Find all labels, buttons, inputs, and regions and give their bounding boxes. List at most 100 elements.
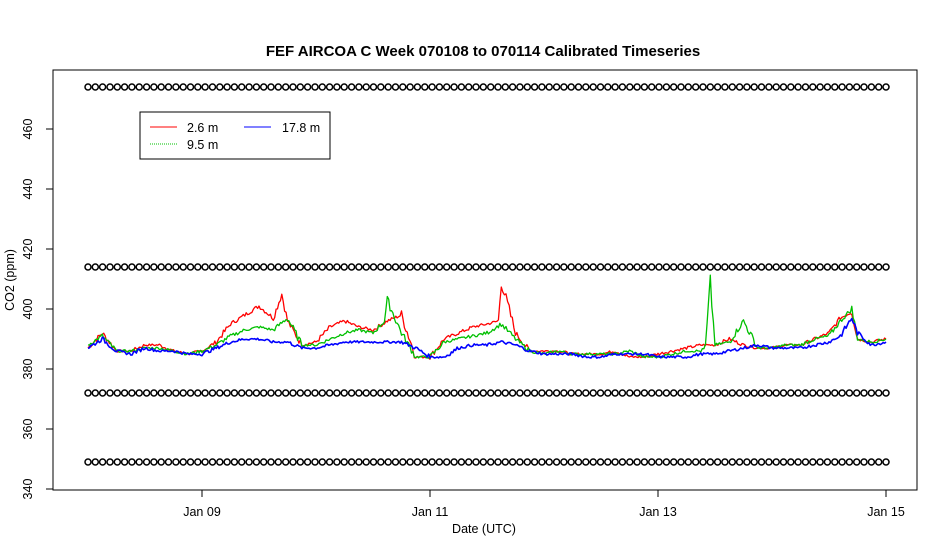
reference-circle-marker bbox=[801, 458, 810, 466]
reference-circle-marker bbox=[757, 458, 766, 466]
reference-circle-marker bbox=[794, 83, 802, 91]
reference-circle-marker bbox=[582, 389, 590, 397]
reference-circle-marker bbox=[647, 389, 656, 397]
reference-circle-marker bbox=[787, 263, 795, 271]
reference-circle-marker bbox=[450, 458, 458, 466]
reference-circle-marker bbox=[757, 83, 766, 91]
reference-circle-marker bbox=[589, 389, 597, 397]
reference-circle-marker bbox=[699, 389, 707, 397]
reference-circle-marker bbox=[882, 263, 890, 271]
reference-circle-marker bbox=[750, 389, 758, 397]
reference-circle-marker bbox=[750, 263, 758, 271]
reference-circle-marker bbox=[113, 83, 122, 91]
reference-circle-marker bbox=[259, 389, 268, 397]
reference-circle-marker bbox=[860, 83, 868, 91]
reference-circle-marker bbox=[831, 458, 839, 466]
reference-circle-marker bbox=[164, 389, 173, 397]
reference-circle-marker bbox=[267, 83, 275, 91]
reference-circle-marker bbox=[545, 83, 553, 91]
reference-circle-marker bbox=[384, 458, 392, 466]
reference-circle-marker bbox=[750, 458, 758, 466]
reference-circle-marker bbox=[852, 389, 861, 397]
reference-circle-marker bbox=[618, 458, 627, 466]
reference-circle-marker bbox=[340, 458, 348, 466]
reference-circle-marker bbox=[113, 389, 122, 397]
reference-circle-marker bbox=[318, 83, 327, 91]
reference-circle-marker bbox=[252, 263, 261, 271]
reference-circle-marker bbox=[325, 263, 334, 271]
reference-circle-marker bbox=[779, 263, 788, 271]
reference-circle-marker bbox=[201, 389, 209, 397]
reference-circle-marker bbox=[743, 83, 751, 91]
reference-circle-marker bbox=[252, 389, 261, 397]
reference-circle-marker bbox=[589, 458, 597, 466]
reference-circle-marker bbox=[223, 458, 231, 466]
reference-circle-marker bbox=[245, 458, 253, 466]
reference-circle-marker bbox=[296, 458, 305, 466]
reference-circle-marker bbox=[245, 83, 253, 91]
reference-circle-marker bbox=[157, 263, 165, 271]
reference-circle-marker bbox=[552, 83, 561, 91]
reference-circle-marker bbox=[611, 263, 619, 271]
reference-circle-marker bbox=[128, 389, 136, 397]
reference-circle-marker bbox=[84, 83, 92, 91]
reference-circle-marker bbox=[164, 263, 173, 271]
legend-label-2.6m: 2.6 m bbox=[187, 121, 218, 135]
reference-circle-marker bbox=[743, 389, 751, 397]
reference-circle-marker bbox=[596, 458, 605, 466]
reference-circle-marker bbox=[757, 389, 766, 397]
reference-circle-marker bbox=[208, 263, 217, 271]
reference-circle-marker bbox=[442, 389, 451, 397]
reference-circle-marker bbox=[816, 389, 824, 397]
reference-circle-marker bbox=[882, 389, 890, 397]
reference-circle-marker bbox=[604, 458, 612, 466]
reference-circle-marker bbox=[662, 263, 671, 271]
reference-circle-marker bbox=[442, 263, 451, 271]
reference-circle-marker bbox=[435, 263, 444, 271]
reference-circle-marker bbox=[501, 389, 510, 397]
reference-circle-marker bbox=[274, 389, 283, 397]
reference-circle-marker bbox=[582, 458, 590, 466]
reference-circle-row bbox=[84, 83, 890, 91]
reference-circle-marker bbox=[179, 83, 187, 91]
reference-circle-marker bbox=[303, 263, 312, 271]
reference-circle-marker bbox=[523, 389, 532, 397]
reference-circle-marker bbox=[516, 83, 524, 91]
reference-circle-marker bbox=[150, 83, 158, 91]
reference-circle-marker bbox=[618, 389, 627, 397]
reference-circle-marker bbox=[845, 263, 854, 271]
reference-circle-marker bbox=[728, 389, 737, 397]
reference-circle-marker bbox=[362, 389, 370, 397]
reference-circle-marker bbox=[428, 83, 436, 91]
reference-circle-marker bbox=[677, 389, 685, 397]
reference-circle-marker bbox=[545, 389, 553, 397]
reference-circle-marker bbox=[765, 83, 773, 91]
reference-circle-marker bbox=[355, 458, 363, 466]
reference-circle-marker bbox=[618, 83, 627, 91]
reference-circle-marker bbox=[399, 83, 407, 91]
reference-circle-marker bbox=[333, 263, 341, 271]
reference-circle-marker bbox=[421, 263, 429, 271]
reference-circle-marker bbox=[516, 263, 524, 271]
reference-circle-marker bbox=[816, 83, 824, 91]
x-tick-label: Jan 11 bbox=[412, 505, 449, 519]
reference-circle-marker bbox=[164, 83, 173, 91]
reference-circle-marker bbox=[845, 83, 854, 91]
reference-circle-marker bbox=[823, 389, 832, 397]
reference-circle-marker bbox=[311, 263, 319, 271]
reference-circle-marker bbox=[699, 263, 707, 271]
reference-circle-marker bbox=[318, 263, 327, 271]
reference-circle-marker bbox=[194, 263, 202, 271]
reference-circle-marker bbox=[508, 263, 517, 271]
reference-circle-marker bbox=[582, 83, 590, 91]
plot-marks bbox=[84, 83, 890, 466]
reference-circle-marker bbox=[347, 389, 356, 397]
reference-circle-marker bbox=[567, 458, 575, 466]
reference-circle-marker bbox=[677, 83, 685, 91]
reference-circle-marker bbox=[765, 458, 773, 466]
reference-circle-marker bbox=[223, 83, 231, 91]
reference-circle-marker bbox=[567, 83, 575, 91]
reference-circle-marker bbox=[611, 389, 619, 397]
reference-circle-marker bbox=[384, 83, 392, 91]
reference-circle-marker bbox=[728, 458, 737, 466]
